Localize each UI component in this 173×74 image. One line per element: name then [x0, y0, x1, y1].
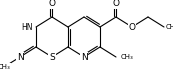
Text: O: O: [48, 0, 56, 9]
Text: HN: HN: [21, 22, 33, 32]
Text: CH₃: CH₃: [0, 64, 10, 70]
Text: CH₃: CH₃: [121, 54, 134, 60]
Text: N: N: [17, 52, 23, 61]
Text: S: S: [49, 52, 55, 61]
Text: CH₂CH₃: CH₂CH₃: [166, 24, 173, 30]
Text: O: O: [129, 22, 135, 32]
Text: O: O: [112, 0, 120, 9]
Text: N: N: [81, 52, 87, 61]
